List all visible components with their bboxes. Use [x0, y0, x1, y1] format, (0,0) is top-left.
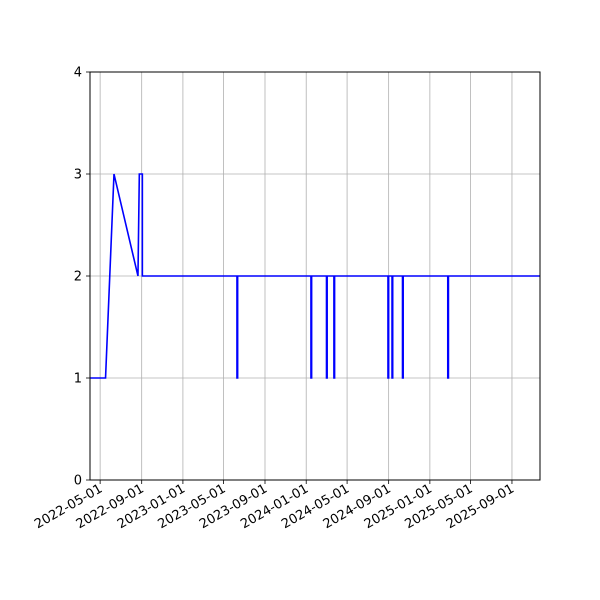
y-tick-label: 0	[74, 474, 82, 489]
y-tick-label: 2	[74, 270, 82, 285]
series-line-0	[90, 173, 540, 379]
y-tick-label: 4	[74, 66, 82, 81]
y-tick-label: 3	[74, 168, 82, 183]
y-tick-label: 1	[74, 372, 82, 387]
series-group	[90, 173, 540, 379]
y-axis: 0 1 2 3 4	[74, 66, 90, 489]
